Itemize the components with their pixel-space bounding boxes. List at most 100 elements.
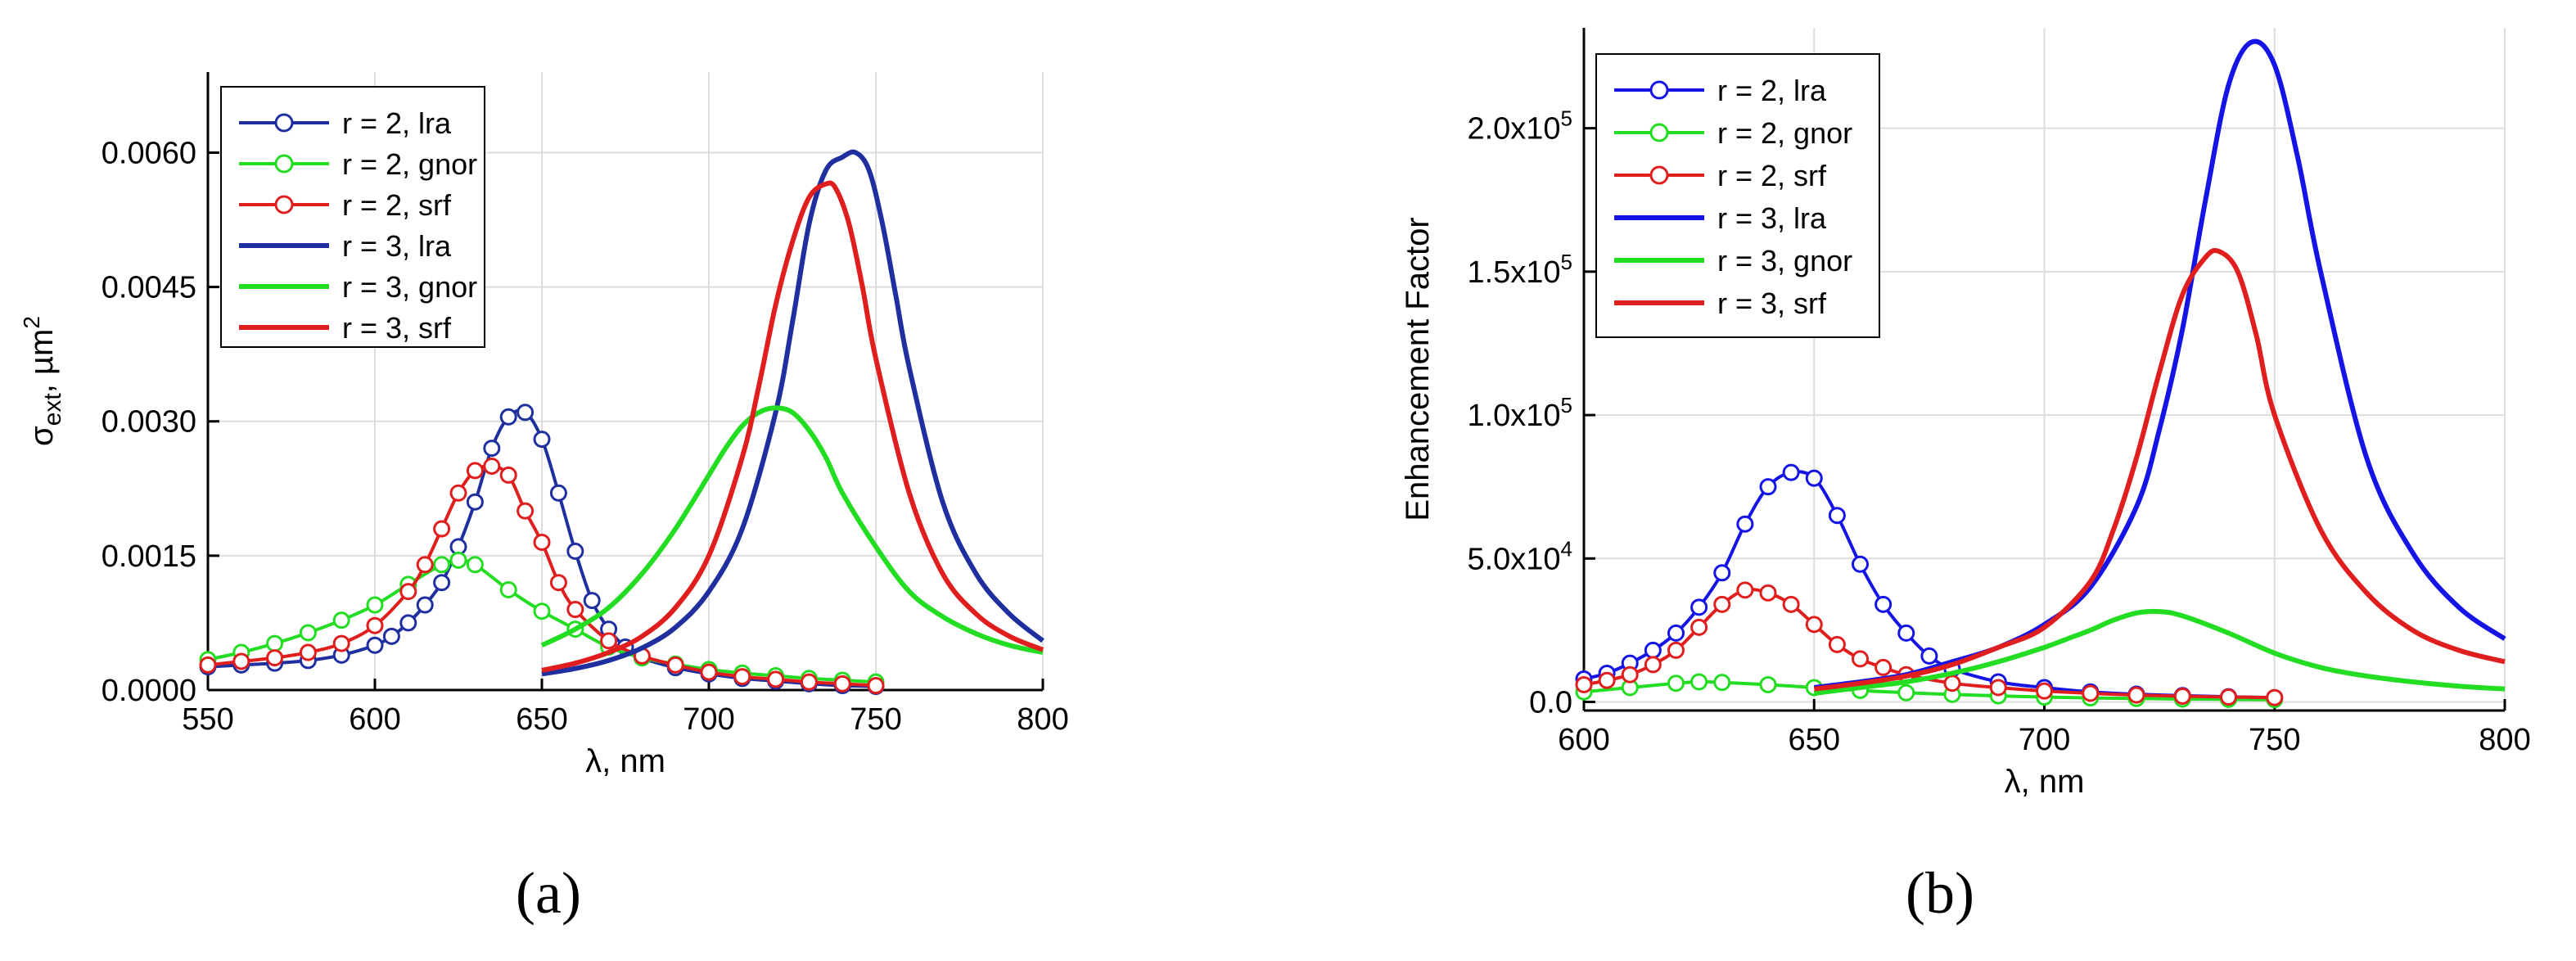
data-point bbox=[416, 556, 434, 574]
data-point bbox=[533, 602, 551, 620]
y-tick-label: 5.0x104 bbox=[1467, 536, 1572, 576]
series-group bbox=[1575, 38, 2506, 709]
series-line-r-3-srf bbox=[1813, 247, 2506, 692]
data-point bbox=[2220, 688, 2237, 706]
data-point bbox=[549, 484, 567, 502]
series-line-r-2-srf bbox=[1583, 587, 2275, 700]
x-tick-label: 600 bbox=[1558, 723, 1609, 757]
data-point bbox=[833, 675, 851, 693]
data-point bbox=[1805, 469, 1823, 487]
data-point bbox=[1736, 515, 1754, 533]
data-point bbox=[2266, 688, 2284, 706]
x-tick-label: 800 bbox=[1017, 702, 1068, 737]
series-line-r-2-gnor bbox=[1583, 679, 2275, 702]
y-tick-label: 2.0x105 bbox=[1467, 106, 1572, 147]
x-axis-label: λ, nm bbox=[2005, 764, 2085, 800]
y-tick-label: 1.0x105 bbox=[1467, 393, 1572, 433]
data-point bbox=[867, 677, 885, 695]
panel-label-b: (b) bbox=[1906, 860, 1974, 926]
data-point bbox=[1897, 624, 1915, 642]
data-point bbox=[1828, 507, 1846, 525]
data-point bbox=[549, 574, 567, 592]
x-tick-label: 650 bbox=[516, 702, 567, 737]
data-point bbox=[1805, 616, 1823, 634]
data-point bbox=[433, 520, 451, 538]
series-line-r-3-lra bbox=[541, 149, 1044, 677]
legend: r = 2, lra r = 2, gnor r = 2, srf r = 3, lr… bbox=[220, 86, 485, 348]
legend-label: r = 3, srf bbox=[342, 311, 452, 345]
x-tick-label: 750 bbox=[2249, 723, 2300, 757]
data-point bbox=[1621, 679, 1639, 697]
data-point bbox=[1667, 641, 1685, 659]
data-point bbox=[1805, 679, 1823, 697]
legend-marker bbox=[274, 195, 294, 214]
data-point bbox=[266, 649, 284, 667]
data-point bbox=[2173, 687, 2191, 705]
legend-label: r = 3, srf bbox=[1717, 286, 1827, 320]
data-point bbox=[499, 580, 517, 598]
data-point bbox=[2220, 688, 2237, 706]
x-tick-label: 650 bbox=[1789, 723, 1840, 757]
data-point bbox=[1874, 595, 1893, 613]
extinction-chart: 550 600 650 700 750 800 0.0000 0.0015 0.0030 0.00… bbox=[19, 72, 1069, 779]
data-point bbox=[533, 431, 551, 449]
data-point bbox=[2127, 689, 2145, 707]
data-point bbox=[1989, 679, 2007, 697]
legend-label: r = 2, gnor bbox=[1717, 116, 1852, 150]
data-point bbox=[433, 556, 451, 574]
data-point bbox=[299, 643, 317, 661]
data-point bbox=[1690, 598, 1708, 616]
legend-label: r = 3, lra bbox=[342, 229, 452, 263]
data-point bbox=[566, 542, 584, 560]
data-point bbox=[1575, 670, 1593, 688]
data-point bbox=[517, 404, 535, 422]
data-point bbox=[1828, 635, 1846, 653]
data-point bbox=[1575, 675, 1593, 693]
data-point bbox=[2036, 682, 2053, 700]
data-point bbox=[1874, 658, 1893, 676]
legend-label: r = 2, srf bbox=[342, 188, 452, 222]
data-point bbox=[1690, 618, 1708, 636]
y-axis-label: Enhancement Factor bbox=[1400, 217, 1436, 521]
legend-marker bbox=[1649, 165, 1669, 185]
data-point bbox=[1621, 654, 1639, 672]
x-tick-label: 750 bbox=[850, 702, 901, 737]
data-point bbox=[332, 611, 350, 629]
x-tick-label: 700 bbox=[683, 702, 734, 737]
data-point bbox=[566, 601, 584, 619]
data-point bbox=[1598, 671, 1616, 689]
data-point bbox=[483, 457, 501, 475]
panel-label-a: (a) bbox=[516, 860, 581, 926]
data-point bbox=[700, 663, 718, 681]
data-point bbox=[1621, 665, 1639, 684]
legend-label: r = 2, srf bbox=[1717, 159, 1827, 192]
y-tick-label: 0.0030 bbox=[102, 405, 196, 440]
legend-box bbox=[1595, 53, 1880, 338]
y-tick-label: 0.0015 bbox=[102, 539, 196, 574]
y-tick-label: 0.0 bbox=[1529, 685, 1572, 720]
data-point bbox=[800, 673, 818, 691]
data-point bbox=[2082, 684, 2100, 702]
data-point bbox=[1759, 675, 1777, 693]
data-point bbox=[266, 634, 284, 652]
data-point bbox=[1782, 463, 1800, 481]
legend-label: r = 3, gnor bbox=[1717, 244, 1852, 277]
y-axis-label: σext, µm2 bbox=[19, 316, 66, 446]
data-point bbox=[2036, 688, 2053, 706]
data-point bbox=[499, 466, 517, 484]
x-tick-label: 600 bbox=[349, 702, 400, 737]
data-point bbox=[2127, 685, 2145, 703]
data-point bbox=[199, 656, 217, 674]
data-point bbox=[600, 632, 618, 650]
legend-label: r = 2, lra bbox=[1717, 74, 1827, 107]
data-point bbox=[1852, 681, 1869, 699]
data-point bbox=[416, 596, 434, 614]
y-tick-label: 0.0045 bbox=[102, 271, 196, 305]
data-point bbox=[1667, 675, 1685, 693]
data-point bbox=[366, 636, 384, 654]
data-point bbox=[1598, 664, 1616, 682]
data-point bbox=[1736, 581, 1754, 599]
y-tick-label: 0.0060 bbox=[102, 136, 196, 170]
series-line-r-3-gnor bbox=[1813, 608, 2506, 696]
legend-marker bbox=[274, 154, 294, 174]
